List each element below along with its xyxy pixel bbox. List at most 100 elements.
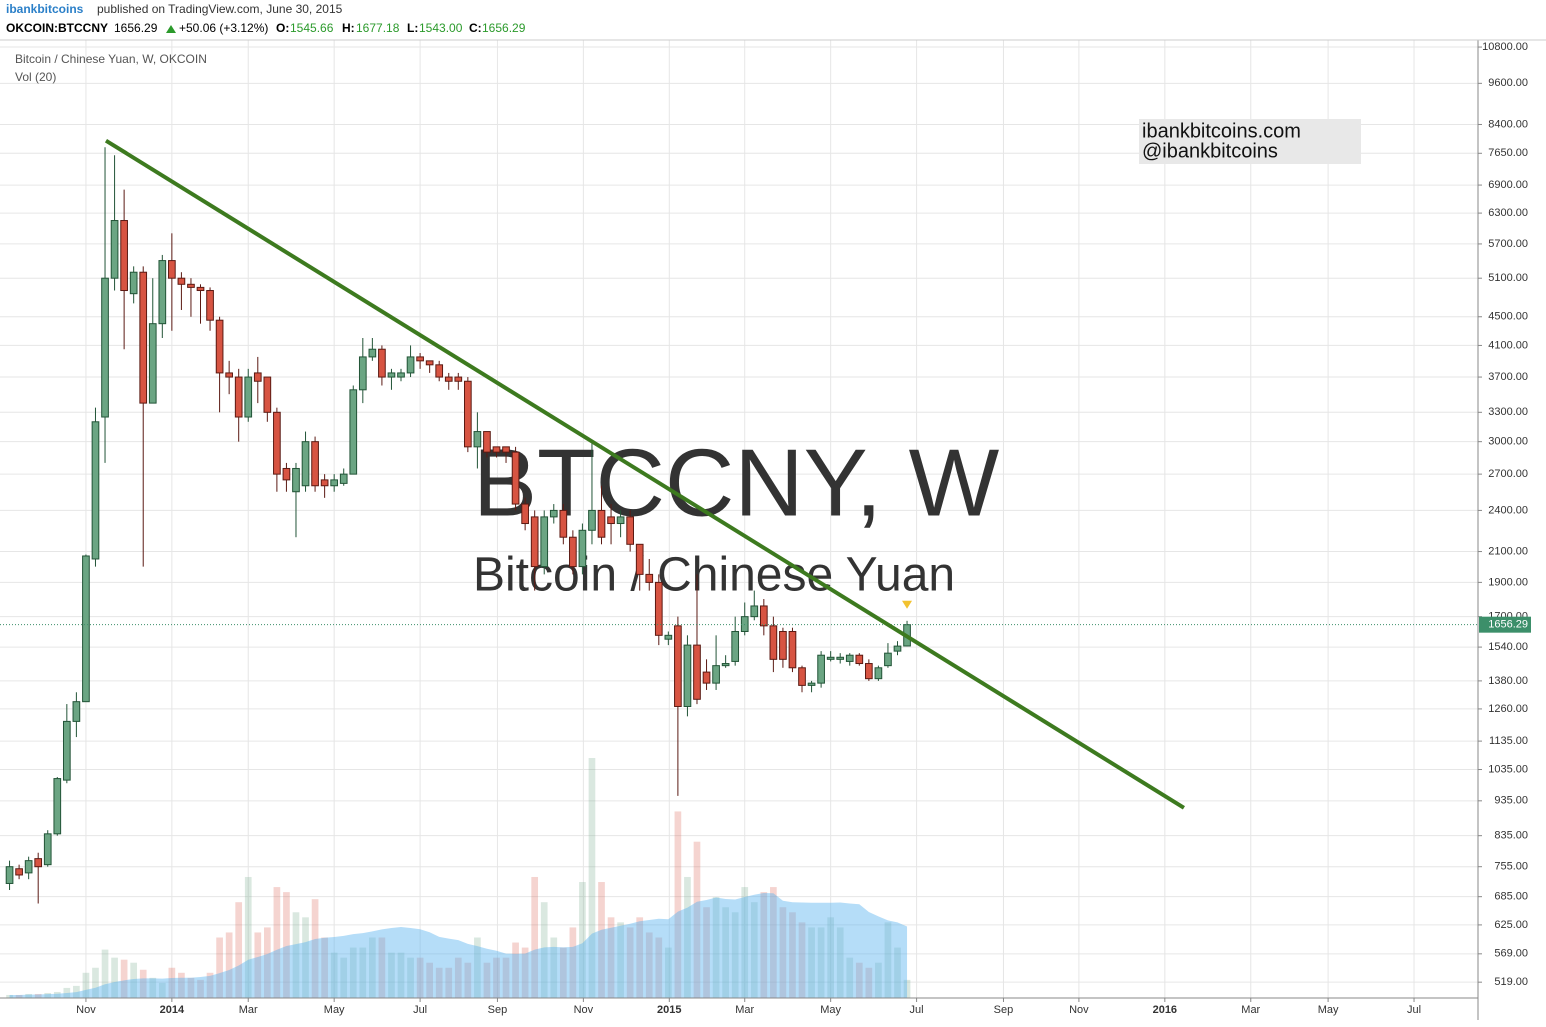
annotation-line: ibankbitcoins.com [1142,120,1301,142]
volume-bar [865,967,873,998]
volume-bar [15,994,23,998]
volume-bar [559,947,567,998]
volume-bar [579,882,586,998]
candle-body [320,479,329,487]
candle-body [798,667,806,686]
x-tick-label: Sep [994,1004,1014,1016]
candle-body [168,260,176,279]
candle-body [845,654,854,662]
candle-body [206,290,214,321]
candle-body [865,663,873,680]
volume-bar [340,957,348,998]
candle-body [62,720,71,781]
candle-body [654,581,663,636]
volume-bar [903,979,911,998]
last-price: 1656.29 [114,21,158,35]
y-tick-label: 1135.00 [1489,735,1528,747]
high-value: 1677.18 [356,21,400,35]
volume-bar [53,991,61,998]
volume-bar [235,902,243,998]
up-arrow [166,25,176,33]
volume-bar [731,912,739,998]
candle-body [645,573,654,583]
x-tick-label: May [1318,1004,1339,1016]
volume-bar [263,927,271,998]
volume-bar [369,937,376,998]
candle-body [282,467,291,481]
x-tick-label: Jul [910,1004,924,1016]
volume-bar [139,969,147,998]
volume-bar [703,907,710,998]
candle-body [731,630,740,662]
grid [0,40,1478,998]
signal-marker [902,600,913,609]
candle-body [110,220,119,279]
volume-bar [655,937,663,998]
candle-body [607,516,615,525]
volume-bar [187,977,195,998]
y-tick-label: 519.00 [1494,976,1528,988]
candle-body [769,625,778,660]
candle-body [454,376,463,382]
candle-body [177,277,186,285]
candle-body [473,431,482,448]
volume-bar [426,962,433,998]
candle-body [368,348,377,358]
y-tick-label: 7650.00 [1488,147,1528,159]
y-tick-label: 835.00 [1494,830,1528,842]
volume-bar [254,932,262,998]
volume-bar [836,927,844,998]
volume-bar [808,927,815,998]
volume-bar [416,957,424,998]
watermark: BTCCNY, W [473,429,1000,536]
candle-body [253,372,262,382]
y-tick-label: 1540.00 [1488,641,1528,653]
volume-bar [875,962,882,998]
volume-bar [273,887,281,998]
candle-body [464,380,472,448]
x-tick-label: Mar [1241,1004,1260,1016]
candle-body [397,372,405,378]
volume-bar [34,993,42,998]
volume-bar [311,899,319,998]
annotation-line: @ibankbitcoins [1142,140,1278,162]
candle-body [225,372,233,378]
candle-body [549,509,558,518]
y-tick-label: 8400.00 [1488,118,1528,130]
volume-bar [349,947,357,998]
volume-bar [846,957,854,998]
candle-body [425,360,434,366]
candle-body [597,509,606,538]
volume-bar [483,962,491,998]
candle-body [330,479,339,487]
volume-bar [378,937,386,998]
symbol: OKCOIN:BTCCNY [6,21,108,35]
volume-bar [197,979,204,998]
volume-bar [531,876,539,998]
volume-bar [712,897,720,998]
volume-bar [789,912,796,998]
candle-body [779,630,787,660]
candle-body [540,516,549,568]
candle-body [502,446,510,453]
x-tick-label: Jul [413,1004,427,1016]
volume-bar [588,758,596,998]
author-link[interactable]: ibankbitcoins [6,2,84,16]
volume-bar [512,942,519,998]
last-price-tag [1479,616,1531,633]
candle-body [884,652,892,667]
y-tick-label: 4100.00 [1488,339,1528,351]
x-tick-label: Mar [735,1004,754,1016]
y-tick-label: 10800.00 [1482,41,1528,53]
candle-body [15,868,23,876]
volume-bar [617,922,624,998]
volume-bar [750,902,758,998]
candle-body [139,271,148,404]
candle-body [273,411,281,475]
volume-bar [645,932,653,998]
volume-bar [540,902,548,998]
candle-body [101,277,109,418]
volume-bar [521,947,529,998]
volume-bar [817,927,825,998]
volume-bar [884,922,892,998]
